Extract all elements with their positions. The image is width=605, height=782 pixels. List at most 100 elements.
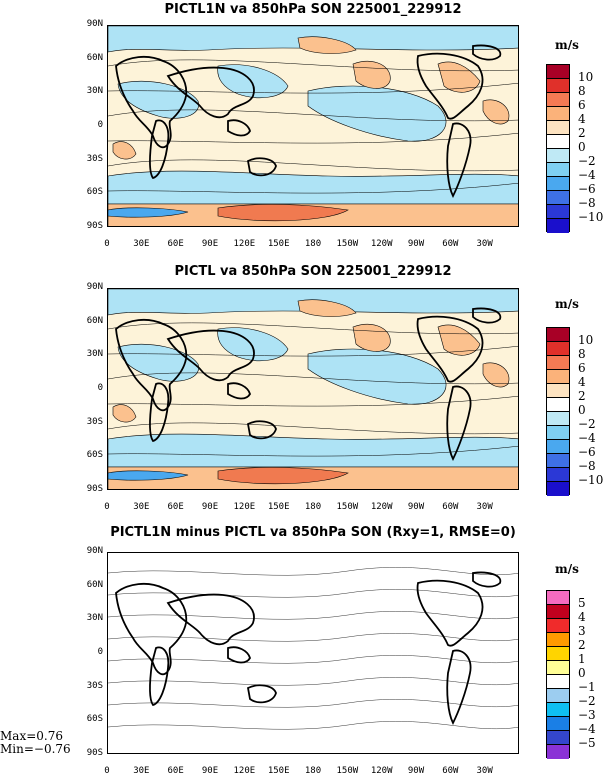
colorbar-label: −8: [578, 196, 596, 210]
lon-tick-label: 60W: [442, 502, 459, 512]
colorbar-swatch: [547, 93, 569, 107]
lat-tick-label: 90S: [86, 221, 103, 231]
colorbar-swatch: [547, 219, 569, 233]
colorbar-swatch: [547, 689, 569, 703]
colorbar-swatch: [547, 149, 569, 163]
colorbar-swatch: [547, 440, 569, 454]
panel-3-map: [107, 552, 519, 754]
lon-tick-label: 180: [304, 502, 322, 512]
colorbar-label: 10: [578, 333, 594, 347]
colorbar-swatch: [547, 65, 569, 79]
colorbar-swatch: [547, 731, 569, 745]
colorbar-label: 3: [578, 624, 586, 638]
lon-tick-label: 60E: [167, 766, 184, 776]
colorbar-label: 1: [578, 652, 586, 666]
colorbar-swatch: [547, 605, 569, 619]
map-svg: [108, 553, 518, 753]
colorbar-swatch: [547, 633, 569, 647]
colorbar-swatch: [547, 426, 569, 440]
lon-tick-label: 90E: [201, 502, 219, 512]
lat-tick-label: 60N: [86, 579, 103, 590]
panel-3-title: PICTL1N minus PICTL va 850hPa SON (Rxy=1…: [110, 525, 516, 540]
panel-3-units: m/s: [555, 562, 579, 576]
panel-2-map: [107, 288, 519, 490]
colorbar-swatch: [547, 717, 569, 731]
colorbar-label: 10: [578, 70, 594, 84]
lon-tick-label: 30W: [476, 766, 493, 776]
colorbar-swatch: [547, 482, 569, 496]
lon-tick-label: 90E: [201, 239, 219, 249]
lat-tick-label: 60S: [86, 450, 103, 461]
colorbar-swatch: [547, 135, 569, 149]
colorbar-swatch: [547, 647, 569, 661]
lat-tick-label: 60S: [86, 187, 103, 198]
panel-3-colorbar: [546, 590, 570, 759]
lon-tick-label: 30W: [476, 502, 493, 512]
lon-tick-label: 30E: [133, 239, 150, 249]
lon-tick-label: 150W: [336, 502, 359, 512]
colorbar-label: −1: [578, 680, 596, 694]
colorbar-swatch: [547, 370, 569, 384]
panel-1-map: [107, 25, 519, 227]
lon-tick-label: 150E: [267, 239, 290, 249]
lat-tick-label: 60N: [86, 52, 103, 63]
colorbar-label: 8: [578, 84, 586, 98]
lat-tick-label: 30N: [86, 349, 103, 360]
lat-tick-label: 30N: [86, 613, 103, 624]
colorbar-swatch: [547, 205, 569, 219]
colorbar-swatch: [547, 177, 569, 191]
colorbar-swatch: [547, 163, 569, 177]
colorbar-swatch: [547, 661, 569, 675]
stats-box: Max=0.76 Min=−0.76: [0, 730, 71, 756]
lat-tick-label: 90S: [86, 748, 103, 758]
lat-tick-label: 30S: [86, 680, 103, 691]
panel-2-colorbar: [546, 327, 570, 496]
lat-tick-label: 30S: [86, 153, 103, 164]
lon-tick-label: 0: [104, 766, 110, 776]
colorbar-swatch: [547, 703, 569, 717]
lon-tick-label: 180: [304, 766, 322, 776]
colorbar-swatch: [547, 191, 569, 205]
colorbar-swatch: [547, 107, 569, 121]
colorbar-label: 2: [578, 389, 586, 403]
lon-tick-label: 120W: [370, 239, 393, 249]
lat-tick-label: 0: [97, 383, 103, 393]
colorbar-label: −4: [578, 168, 596, 182]
lat-tick-label: 0: [97, 647, 103, 657]
lon-tick-label: 90W: [407, 502, 425, 512]
colorbar-swatch: [547, 356, 569, 370]
colorbar-label: −5: [578, 736, 596, 750]
lat-tick-label: 90N: [86, 19, 103, 29]
colorbar-label: 0: [578, 403, 586, 417]
colorbar-label: −4: [578, 722, 596, 736]
lon-tick-label: 60E: [167, 239, 184, 249]
lon-tick-label: 60W: [442, 239, 459, 249]
lon-tick-label: 60E: [167, 502, 184, 512]
colorbar-label: −6: [578, 182, 596, 196]
panel-2-title: PICTL va 850hPa SON 225001_229912: [174, 264, 452, 279]
colorbar-label: 4: [578, 610, 586, 624]
lon-tick-label: 30E: [133, 766, 150, 776]
colorbar-label: −10: [578, 210, 604, 224]
colorbar-label: 4: [578, 112, 586, 126]
colorbar-label: −2: [578, 694, 596, 708]
colorbar-swatch: [547, 745, 569, 759]
lon-tick-label: 30E: [133, 502, 150, 512]
stats-max: Max=0.76: [0, 729, 63, 743]
lon-tick-label: 150E: [267, 502, 290, 512]
stats-min: Min=−0.76: [0, 742, 71, 756]
lon-tick-label: 150E: [267, 766, 290, 776]
colorbar-label: −10: [578, 473, 604, 487]
colorbar-swatch: [547, 384, 569, 398]
colorbar-label: 4: [578, 375, 586, 389]
lon-tick-label: 120E: [233, 502, 256, 512]
colorbar-swatch: [547, 619, 569, 633]
lon-tick-label: 120E: [233, 766, 256, 776]
lon-tick-label: 0: [104, 502, 110, 512]
colorbar-swatch: [547, 398, 569, 412]
lat-tick-label: 90S: [86, 484, 103, 494]
colorbar-label: 6: [578, 98, 586, 112]
lon-tick-label: 180: [304, 239, 322, 249]
panel-1-colorbar: [546, 64, 570, 233]
colorbar-label: −2: [578, 154, 596, 168]
